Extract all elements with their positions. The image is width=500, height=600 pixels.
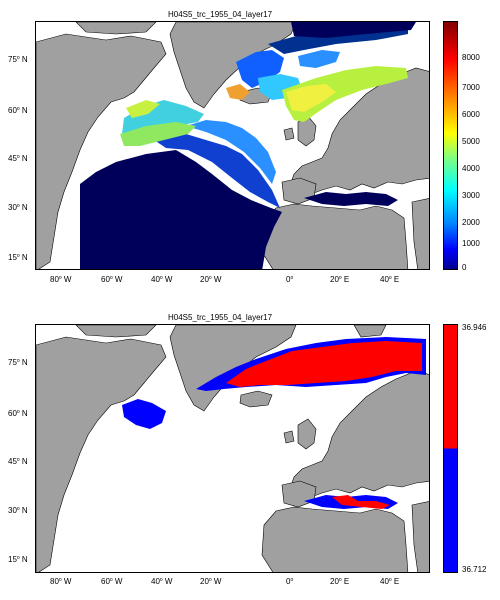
iceland-land: [239, 390, 273, 408]
top-map-canvas: [36, 22, 429, 269]
arctic-islands-land: [75, 325, 157, 338]
top-lat-tick-15: 15o N: [8, 253, 28, 262]
arctic-deep-strip: [291, 22, 416, 38]
arctic-islands-land: [75, 22, 157, 35]
top-map-title: H04S5_trc_1955_04_layer17: [168, 10, 273, 19]
bottom-lon-tick-60w: 60o W: [101, 577, 123, 586]
bottom-lat-tick-15: 15o N: [8, 555, 28, 564]
top-colorbar: [443, 21, 458, 270]
top-colorbar-tick-3000: 3000: [462, 191, 480, 200]
africa-land: [261, 506, 409, 572]
arctic-red-band: [226, 341, 422, 387]
bottom-colorbar-tick-min: 36.712: [462, 565, 487, 574]
north-america-land: [36, 336, 167, 572]
top-lat-tick-45: 45o N: [8, 154, 28, 163]
top-colorbar-tick-5000: 5000: [462, 137, 480, 146]
tracer-plume: [120, 24, 408, 208]
top-colorbar-tick-4000: 4000: [462, 164, 480, 173]
top-lat-tick-30: 30o N: [8, 203, 28, 212]
top-lat-tick-60: 60o N: [8, 106, 28, 115]
top-lon-tick-0: 0o: [286, 275, 294, 284]
bottom-lat-tick-45: 45o N: [8, 457, 28, 466]
top-colorbar-tick-2000: 2000: [462, 218, 480, 227]
bottom-lon-tick-20e: 20o E: [330, 577, 350, 586]
bottom-lat-tick-75: 75o N: [8, 358, 28, 367]
bottom-map-frame: [35, 324, 430, 573]
top-colorbar-tick-8000: 8000: [462, 53, 480, 62]
top-lon-tick-20w: 20o W: [200, 275, 222, 284]
tracer-deep-field: [80, 150, 282, 269]
top-lat-tick-75: 75o N: [8, 55, 28, 64]
africa-land: [261, 203, 409, 269]
top-colorbar-tick-0: 0: [462, 263, 467, 272]
bottom-lon-tick-80w: 80o W: [50, 577, 72, 586]
bottom-lat-tick-60: 60o N: [8, 409, 28, 418]
bottom-lat-tick-30: 30o N: [8, 506, 28, 515]
bottom-lon-tick-20w: 20o W: [200, 577, 222, 586]
bottom-colorbar-tick-max: 36.946: [462, 323, 487, 332]
british-isles-land: [283, 418, 317, 450]
top-lon-tick-40w: 40o W: [151, 275, 173, 284]
middle-east-land: [411, 198, 429, 269]
top-map-frame: [35, 21, 430, 270]
top-lon-tick-20e: 20o E: [330, 275, 350, 284]
top-lon-tick-80w: 80o W: [50, 275, 72, 284]
mediterranean-red: [332, 495, 390, 509]
bottom-lon-tick-40w: 40o W: [151, 577, 173, 586]
top-colorbar-tick-7000: 7000: [462, 83, 480, 92]
bottom-lon-tick-40e: 40o E: [380, 577, 400, 586]
greenland-land: [169, 22, 297, 109]
bottom-map-title: H04S5_trc_1955_04_layer17: [168, 313, 273, 322]
bottom-colorbar: [443, 324, 458, 573]
svalbard-land: [353, 325, 387, 338]
top-colorbar-tick-1000: 1000: [462, 239, 480, 248]
top-lon-tick-60w: 60o W: [101, 275, 123, 284]
middle-east-land: [411, 501, 429, 572]
north-america-land: [36, 33, 167, 269]
bottom-map-canvas: [36, 325, 429, 572]
labrador-blue-patch: [122, 399, 166, 429]
top-lon-tick-40e: 40o E: [380, 275, 400, 284]
top-colorbar-tick-6000: 6000: [462, 110, 480, 119]
mediterranean-sea: [304, 192, 398, 206]
bottom-lon-tick-0: 0o: [286, 577, 294, 586]
